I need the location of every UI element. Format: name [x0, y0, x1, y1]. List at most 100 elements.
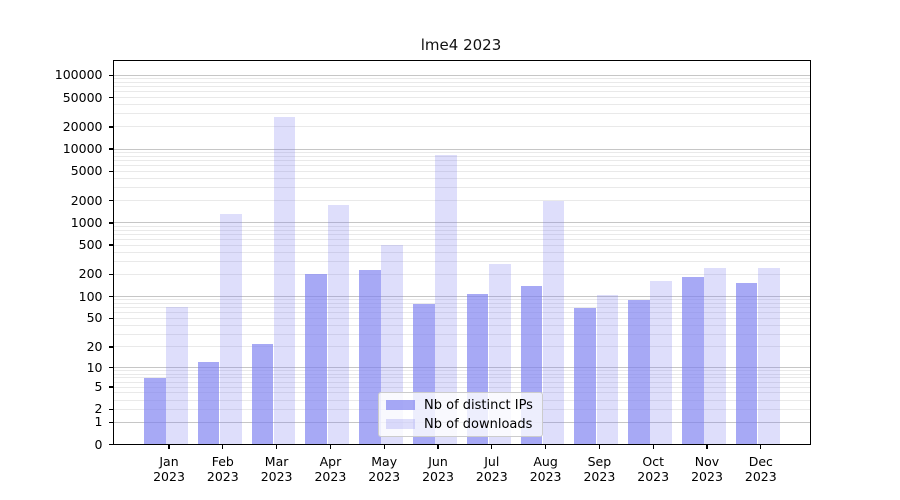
bar-nb-of-downloads-nov-2023 — [704, 267, 726, 445]
y-tick — [108, 295, 113, 298]
x-tick-label-dec-2023: Dec 2023 — [744, 453, 777, 485]
gridline-minor — [112, 126, 811, 128]
bar-nb-of-distinct-ips-jan-2023 — [144, 377, 166, 445]
bar-nb-of-distinct-ips-feb-2023 — [197, 362, 220, 445]
y-tick — [108, 408, 113, 410]
gridline-minor — [112, 333, 811, 335]
gridline-minor — [112, 307, 811, 309]
x-tick — [598, 444, 601, 449]
gridline-minor — [112, 324, 811, 326]
plot-area: 0 1 2 5 10 20 50 100 200 500 1000 2000 5000 10000 2000… — [55, 59, 811, 484]
y-tick-label: 5 — [94, 379, 103, 395]
legend-label-downloads: Nb of downloads — [424, 416, 533, 432]
bar-nb-of-downloads-oct-2023 — [650, 280, 672, 445]
gridline-minor — [112, 113, 811, 115]
x-tick — [760, 444, 762, 449]
y-tick — [108, 222, 113, 224]
gridline-minor — [112, 152, 811, 153]
gridline-minor — [112, 370, 811, 372]
gridline-minor — [112, 229, 811, 231]
gridline-minor — [112, 225, 811, 227]
y-tick-label: 2000 — [70, 192, 103, 208]
x-tick-label-oct-2023: Oct 2023 — [637, 453, 670, 485]
gridline-minor — [112, 86, 811, 88]
bar-nb-of-downloads-aug-2023 — [542, 201, 565, 445]
bar-nb-of-downloads-apr-2023 — [327, 205, 350, 445]
y-tick — [108, 148, 113, 150]
bar-nb-of-distinct-ips-may-2023 — [359, 269, 381, 445]
y-tick-label: 500 — [78, 237, 103, 253]
y-tick-label: 2 — [94, 401, 103, 417]
gridline-decade — [112, 367, 811, 369]
y-tick-label: 50 — [86, 310, 103, 326]
bar-nb-of-distinct-ips-sep-2023 — [574, 307, 596, 445]
gridline-minor — [112, 299, 811, 301]
y-tick-label: 5000 — [70, 163, 103, 179]
y-tick-label: 0 — [94, 436, 103, 452]
y-tick — [108, 96, 113, 99]
x-tick — [329, 444, 332, 449]
bar-nb-of-distinct-ips-dec-2023 — [735, 282, 758, 445]
gridline-minor — [112, 104, 811, 106]
legend-label-distinct-ips: Nb of distinct IPs — [424, 397, 533, 413]
gridline-minor — [112, 381, 811, 383]
x-tick — [168, 444, 170, 449]
y-tick — [108, 366, 113, 369]
x-tick — [437, 444, 439, 449]
gridline-minor — [112, 78, 811, 80]
x-tick-label-jun-2023: Jun 2023 — [422, 453, 454, 485]
x-tick-label-aug-2023: Aug 2023 — [529, 453, 562, 485]
bar-nb-of-distinct-ips-oct-2023 — [628, 299, 650, 445]
y-tick-label: 1000 — [70, 214, 103, 230]
legend-swatch-distinct-ips — [386, 400, 415, 410]
bar-nb-of-downloads-jun-2023 — [435, 155, 457, 445]
x-tick — [275, 444, 278, 449]
x-tick — [383, 444, 385, 449]
gridline-decade — [112, 296, 811, 297]
bar-nb-of-distinct-ips-nov-2023 — [682, 276, 704, 445]
y-tick-label: 100000 — [54, 67, 103, 83]
y-tick-label: 100 — [78, 288, 103, 304]
gridline-minor — [112, 244, 811, 246]
y-tick-label: 20 — [86, 338, 103, 354]
bar-nb-of-downloads-sep-2023 — [596, 294, 619, 445]
gridline-minor — [112, 303, 811, 305]
gridline-minor — [112, 312, 811, 314]
legend-swatch-downloads — [386, 419, 415, 429]
x-tick — [652, 444, 654, 449]
bar-nb-of-distinct-ips-apr-2023 — [305, 273, 327, 445]
x-tick — [222, 444, 224, 449]
gridline-minor — [112, 346, 811, 348]
x-tick-label-may-2023: May 2023 — [368, 453, 401, 485]
y-tick — [108, 317, 113, 320]
gridline-minor — [112, 97, 811, 99]
bar-nb-of-distinct-ips-mar-2023 — [251, 343, 274, 445]
gridline-decade — [112, 222, 811, 224]
y-tick-label: 10 — [86, 359, 103, 375]
gridline-minor — [112, 170, 811, 172]
y-tick — [108, 273, 113, 276]
gridline-minor — [112, 178, 811, 180]
x-tick-label-mar-2023: Mar 2023 — [260, 453, 293, 485]
gridline-minor — [112, 373, 811, 375]
gridline-minor — [112, 260, 811, 262]
y-tick — [108, 244, 113, 246]
y-tick — [108, 346, 113, 348]
gridline-minor — [112, 91, 811, 93]
y-tick-label: 20000 — [62, 118, 103, 134]
gridline-minor — [112, 187, 811, 189]
bar-nb-of-downloads-mar-2023 — [273, 117, 296, 445]
x-tick-label-feb-2023: Feb 2023 — [206, 453, 239, 485]
x-tick-label-jul-2023: Jul 2023 — [475, 453, 508, 485]
gridline-minor — [112, 160, 811, 162]
y-tick — [108, 386, 113, 388]
x-tick — [544, 444, 547, 449]
bar-nb-of-downloads-jan-2023 — [166, 306, 188, 445]
y-tick — [108, 170, 113, 173]
x-tick — [706, 444, 708, 449]
gridline-minor — [112, 165, 811, 167]
gridline-minor — [112, 386, 811, 388]
gridline-minor — [112, 377, 811, 379]
gridline-minor — [112, 81, 811, 83]
